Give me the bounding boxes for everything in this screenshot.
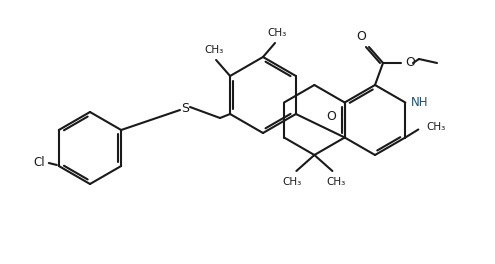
Text: NH: NH xyxy=(411,96,429,109)
Text: CH₃: CH₃ xyxy=(283,177,302,187)
Text: O: O xyxy=(356,30,366,43)
Text: S: S xyxy=(181,101,189,115)
Text: CH₃: CH₃ xyxy=(204,45,224,55)
Text: O: O xyxy=(326,110,336,122)
Text: Cl: Cl xyxy=(33,155,45,168)
Text: CH₃: CH₃ xyxy=(426,122,446,133)
Text: CH₃: CH₃ xyxy=(327,177,346,187)
Text: CH₃: CH₃ xyxy=(267,28,287,38)
Text: O: O xyxy=(405,56,415,69)
